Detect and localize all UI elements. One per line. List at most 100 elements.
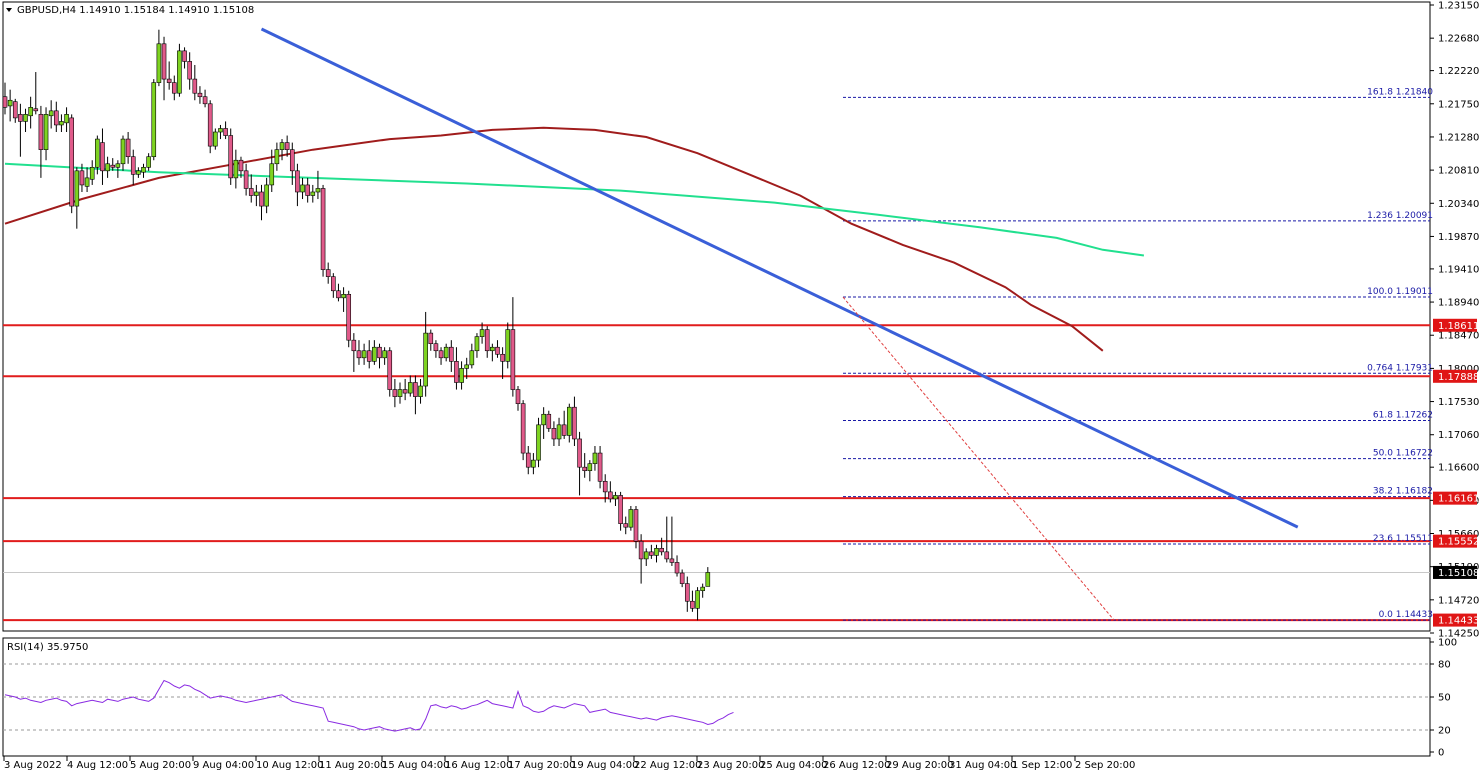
price-tick-label: 1.17530 [1438, 397, 1479, 408]
candle [382, 347, 387, 365]
candle [192, 64, 198, 101]
current-price-tag-label: 1.15108 [1438, 568, 1479, 579]
candle [541, 407, 546, 439]
candle-body [469, 350, 475, 366]
candle-body [100, 142, 105, 172]
sr-price-tag-label: 1.15552 [1438, 537, 1479, 548]
sr-price-tag-label: 1.14433 [1438, 616, 1479, 627]
symbol-header: GBPUSD,H4 1.14910 1.15184 1.14910 1.1510… [17, 5, 254, 16]
fibonacci-levels: 161.8 1.21840 1.236 1.20091 100.0 1.19011 0… [843, 87, 1433, 621]
candlesticks [2, 29, 711, 621]
candle [484, 326, 490, 358]
price-tick-label: 1.15660 [1438, 529, 1479, 540]
collapse-triangle-icon[interactable] [6, 8, 12, 12]
fib-level-label: 0.0 1.14433 [1379, 610, 1433, 620]
candle-body [115, 163, 121, 168]
rsi-line [4, 679, 734, 732]
candle-body [84, 177, 90, 187]
candle-body [638, 540, 644, 560]
candle [490, 343, 495, 362]
candle [146, 153, 151, 171]
rsi-indicator: 100 80 50 20 0 [3, 638, 1457, 759]
sr-price-tag-label: 1.16161 [1438, 494, 1479, 505]
price-tick-label: 1.18940 [1438, 298, 1479, 309]
candle-body [105, 163, 110, 172]
candle-body [223, 128, 228, 136]
candle-body [166, 78, 172, 83]
candle [325, 262, 331, 284]
candle-body [310, 191, 316, 196]
candle-body [484, 329, 490, 352]
candle-body [284, 142, 290, 150]
candle-body [274, 149, 280, 165]
candle-body [459, 368, 464, 383]
candle [279, 139, 285, 161]
moving-average-line [4, 126, 1104, 352]
candle-body [218, 128, 223, 133]
candle [105, 156, 110, 178]
candle [295, 163, 300, 207]
candle [156, 29, 162, 87]
candle [361, 343, 367, 365]
candle-body [443, 346, 449, 359]
candle-body [397, 389, 403, 397]
candle-body [89, 166, 95, 180]
candle [592, 446, 598, 471]
fib-swing-diagonal [842, 296, 1115, 621]
candle [202, 89, 208, 108]
candle [187, 52, 192, 90]
candle [608, 481, 613, 503]
candle [705, 567, 711, 587]
time-tick-label: 26 Aug 12:00 [823, 760, 890, 771]
candle-body [136, 170, 141, 175]
candle [443, 343, 449, 362]
price-tick-label: 1.21750 [1438, 99, 1479, 110]
candle-body [213, 131, 218, 147]
candle [638, 534, 644, 584]
candle-body [53, 110, 59, 126]
candle [561, 410, 567, 439]
candle-body [59, 121, 64, 126]
candle [515, 386, 521, 411]
price-tick-label: 1.22680 [1438, 34, 1479, 45]
candle-body [207, 103, 213, 147]
candle-body [649, 551, 654, 556]
candle [664, 516, 670, 563]
candle [207, 100, 213, 154]
rsi-tick-label: 100 [1438, 638, 1457, 649]
candle-body [171, 82, 177, 94]
candle-body [464, 364, 470, 369]
candle [459, 361, 464, 390]
candle [679, 569, 685, 588]
candle-body [305, 184, 310, 196]
candle-body [2, 96, 8, 108]
candle-body [110, 164, 116, 168]
candle-body [520, 403, 526, 454]
candle-body [69, 117, 74, 207]
candle [423, 311, 428, 397]
time-tick-label: 23 Aug 20:00 [697, 760, 764, 771]
candle-body [341, 294, 346, 299]
price-axis: 1.23150 1.22680 1.22220 1.21750 1.21280 1.208… [1430, 1, 1479, 640]
candle-body [505, 329, 511, 362]
candle-body [161, 43, 167, 80]
candle-body [628, 509, 634, 528]
rsi-header: RSI(14) 35.9750 [7, 642, 88, 653]
time-tick-label: 25 Aug 04:00 [760, 760, 827, 771]
candle [623, 516, 629, 535]
candle-body [320, 188, 326, 270]
candle [438, 347, 444, 365]
candle-body [238, 159, 244, 172]
candle [305, 177, 310, 203]
candle [531, 453, 536, 475]
price-tick-label: 1.23150 [1438, 1, 1479, 12]
candle [690, 590, 695, 612]
candle [2, 82, 8, 115]
candle-body [690, 600, 695, 609]
candle-body [387, 350, 393, 390]
candle [331, 273, 336, 298]
support-resistance-lines [3, 324, 1430, 622]
candle [95, 135, 100, 175]
candle-body [269, 163, 275, 186]
